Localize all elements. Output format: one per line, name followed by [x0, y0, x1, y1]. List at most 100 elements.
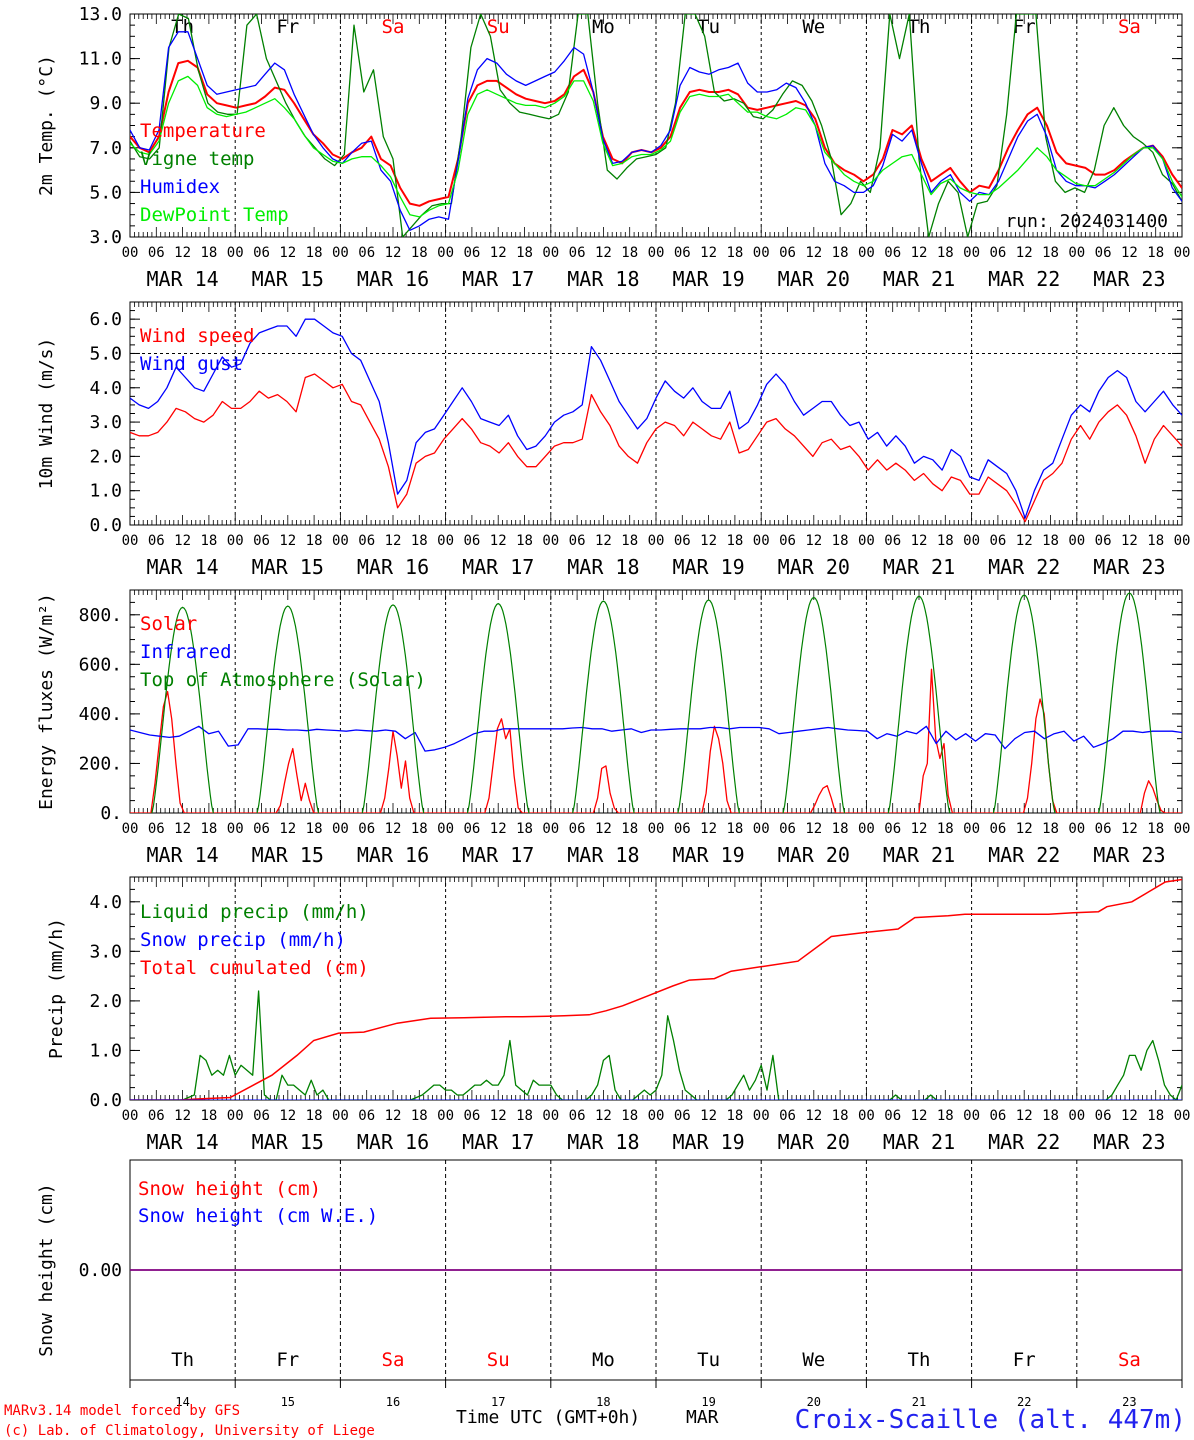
x-hour-label: 06: [463, 821, 480, 837]
day-name-label: Th: [171, 1349, 194, 1371]
x-hour-label: 18: [516, 1108, 533, 1124]
x-hour-label: 18: [516, 533, 533, 549]
x-hour-label: 12: [911, 245, 928, 261]
y-tick-label: 600.: [79, 654, 122, 675]
x-hour-label: 06: [884, 1108, 901, 1124]
x-date-label: MAR 14: [146, 267, 218, 291]
x-date-label: MAR 19: [672, 1130, 744, 1154]
x-hour-label: 18: [306, 1108, 323, 1124]
x-hour-label: 12: [1016, 245, 1033, 261]
y-tick-label: 4.0: [89, 378, 122, 399]
x-minor-ticks: [129, 590, 1183, 813]
x-hour-label: 12: [174, 821, 191, 837]
x-hour-label: 12: [700, 245, 717, 261]
x-date-label: MAR 20: [778, 267, 850, 291]
x-hour-label: 06: [884, 533, 901, 549]
plot-frame: [129, 301, 1183, 526]
day-name-label: We: [802, 1349, 825, 1371]
x-hour-label: 18: [1147, 533, 1164, 549]
day-name-label: Fr: [1013, 16, 1036, 38]
y-tick-label: 0.0: [89, 1090, 122, 1111]
x-hour-label: 00: [858, 533, 875, 549]
x-date-label: MAR 15: [252, 555, 324, 579]
y-tick-label: 0.00: [79, 1260, 122, 1281]
x-hour-label: 00: [963, 1108, 980, 1124]
day-name-label: Sa: [382, 1349, 405, 1371]
x-hour-label: 12: [490, 1108, 507, 1124]
x-hour-label: 12: [595, 1108, 612, 1124]
x-hour-label: 00: [1068, 533, 1085, 549]
x-day-ticks: [129, 1380, 1183, 1388]
x-hour-label: 00: [1068, 1108, 1085, 1124]
x-hour-label: 18: [726, 1108, 743, 1124]
x-hour-label: 00: [542, 821, 559, 837]
x-date-label: MAR 21: [883, 267, 955, 291]
x-date-label: MAR 18: [567, 1130, 639, 1154]
x-hour-label: 12: [1016, 1108, 1033, 1124]
panel-4: 0.0 1.0 2.0 3.0 4.0 Precip (mm/h) 00 06 12 18 MAR …: [46, 876, 1191, 1154]
series-dewpoint-temp: [130, 75, 1182, 218]
x-hour-label: 12: [1121, 1108, 1138, 1124]
x-hour-label: 12: [174, 533, 191, 549]
y-tick-label: 200.: [79, 753, 122, 774]
x-hour-label: 12: [700, 533, 717, 549]
x-hour-label: 00: [437, 533, 454, 549]
x-hour-label: 00: [1174, 1108, 1191, 1124]
x-hour-label: 12: [595, 821, 612, 837]
series-group: [130, 592, 1182, 813]
x-hour-label: 18: [1147, 821, 1164, 837]
x-date-label: MAR 23: [1093, 555, 1165, 579]
day-name-label: Th: [908, 1349, 931, 1371]
x-date-label: MAR 16: [357, 1130, 429, 1154]
x-date-label: MAR 17: [462, 267, 534, 291]
x-hour-label: 00: [1068, 821, 1085, 837]
day-name-label: Th: [908, 16, 931, 38]
x-hour-label: 00: [437, 245, 454, 261]
x-date-label: MAR 21: [883, 555, 955, 579]
x-hour-label: 00: [648, 533, 665, 549]
y-tick-label: 2.0: [89, 446, 122, 467]
x-hour-label: 06: [779, 821, 796, 837]
panel-3: 0. 200. 400. 600. 800. Energy fluxes (W/m²) 00…: [36, 589, 1190, 867]
x-hour-label: 00: [542, 533, 559, 549]
series-group: [130, 14, 1182, 237]
x-hour-label: 06: [1095, 533, 1112, 549]
x-hour-label: 06: [253, 533, 270, 549]
x-hour-label: 06: [148, 245, 165, 261]
day-name-label: Tu: [697, 1349, 720, 1371]
legend-entry: Temperature: [140, 120, 266, 142]
day-name-label: We: [802, 16, 825, 38]
legend-entry: Vigne temp: [140, 148, 254, 170]
x-hour-label: 18: [937, 1108, 954, 1124]
series-humidex: [130, 31, 1182, 231]
x-hour-label: 18: [1042, 1108, 1059, 1124]
x-hour-label: 12: [490, 821, 507, 837]
x-hour-label: 00: [753, 1108, 770, 1124]
x-date-label: MAR 18: [567, 843, 639, 867]
panel-5: 0.00 Snow height (cm) Th Fr Sa Su Mo Tu We Th Fr Sa…: [36, 1159, 1183, 1409]
x-hour-label: 00: [542, 1108, 559, 1124]
day-name-label: Su: [487, 1349, 510, 1371]
series-top-of-atmosphere-solar: [151, 592, 1161, 813]
x-hour-label: 00: [963, 533, 980, 549]
legend-entry: Liquid precip (mm/h): [140, 901, 369, 923]
x-hour-label: 00: [858, 1108, 875, 1124]
x-hour-label: 12: [385, 1108, 402, 1124]
x-hour-label: 18: [516, 821, 533, 837]
x-hour-label: 12: [700, 1108, 717, 1124]
x-hour-label: 00: [648, 821, 665, 837]
x-hour-label: 12: [1016, 533, 1033, 549]
x-minor-ticks: [129, 302, 1183, 525]
x-hour-label: 12: [279, 821, 296, 837]
x-date-label: MAR 23: [1093, 267, 1165, 291]
x-hour-label: 00: [963, 245, 980, 261]
x-hour-label: 18: [832, 245, 849, 261]
x-hour-label: 00: [227, 533, 244, 549]
x-date-label: MAR 23: [1093, 1130, 1165, 1154]
day-number-label: 20: [807, 1395, 821, 1409]
x-hour-label: 18: [832, 821, 849, 837]
x-hour-label: 06: [779, 1108, 796, 1124]
x-hour-label: 06: [989, 1108, 1006, 1124]
x-hour-label: 18: [1042, 821, 1059, 837]
x-hour-label: 00: [122, 533, 139, 549]
